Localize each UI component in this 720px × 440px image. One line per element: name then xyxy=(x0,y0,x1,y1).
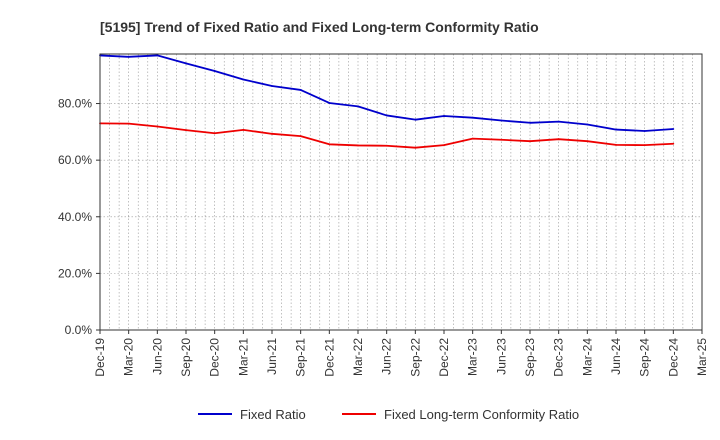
data-point xyxy=(127,55,130,58)
data-point xyxy=(385,114,388,117)
y-tick-label: 60.0% xyxy=(58,153,92,167)
data-point xyxy=(414,118,417,121)
data-point xyxy=(471,137,474,140)
x-tick-label: Mar-20 xyxy=(122,338,136,376)
x-tick-label: Sep-22 xyxy=(408,338,422,377)
x-tick-label: Jun-23 xyxy=(494,338,508,375)
data-point xyxy=(271,85,273,87)
data-point xyxy=(357,144,359,147)
data-point xyxy=(357,105,359,108)
x-tick-label: Dec-23 xyxy=(552,338,566,377)
x-tick-label: Sep-23 xyxy=(523,338,537,377)
chart-title: [5195] Trend of Fixed Ratio and Fixed Lo… xyxy=(100,19,539,35)
data-point xyxy=(500,119,503,122)
y-tick-label: 20.0% xyxy=(58,266,92,280)
grid xyxy=(100,54,702,330)
x-tick-label: Dec-22 xyxy=(437,338,451,377)
x-tick-label: Sep-21 xyxy=(294,338,308,377)
data-point xyxy=(672,142,675,145)
data-point xyxy=(156,125,159,128)
data-point xyxy=(185,62,187,65)
plot-frame xyxy=(99,53,703,331)
data-point xyxy=(471,116,474,119)
data-point xyxy=(242,128,245,131)
series-lines xyxy=(99,54,675,149)
data-point xyxy=(672,128,675,130)
x-tick-label: Mar-23 xyxy=(466,338,480,376)
data-point xyxy=(529,140,531,143)
x-tick-label: Mar-22 xyxy=(351,338,365,376)
x-tick-label: Dec-21 xyxy=(322,338,336,377)
legend-label-2: Fixed Long-term Conformity Ratio xyxy=(384,407,579,422)
y-tick-label: 40.0% xyxy=(58,210,92,224)
x-tick-label: Dec-19 xyxy=(93,338,107,377)
data-point xyxy=(271,132,273,135)
x-tick-label: Dec-20 xyxy=(208,338,222,377)
data-point xyxy=(185,129,187,132)
data-point xyxy=(443,144,445,147)
y-axis: 0.0% 20.0% 40.0% 60.0% 80.0% xyxy=(58,97,100,337)
data-point xyxy=(529,121,531,124)
legend-label-1: Fixed Ratio xyxy=(240,407,306,422)
data-point xyxy=(643,144,646,147)
x-tick-label: Jun-21 xyxy=(265,338,279,375)
data-point xyxy=(213,70,216,72)
x-tick-label: Mar-21 xyxy=(236,338,250,376)
data-point xyxy=(299,135,302,137)
data-point xyxy=(557,138,560,141)
x-axis: Dec-19 Mar-20 Jun-20 Sep-20 Dec-20 Mar-21 Jun-… xyxy=(93,330,709,377)
x-tick-label: Dec-24 xyxy=(666,338,680,377)
y-tick-label: 80.0% xyxy=(58,97,92,111)
x-tick-label: Jun-24 xyxy=(609,338,623,375)
x-tick-label: Sep-24 xyxy=(638,338,652,377)
data-point xyxy=(414,146,417,149)
y-tick-label: 0.0% xyxy=(65,323,93,337)
data-point xyxy=(328,143,331,146)
data-point xyxy=(156,54,159,57)
legend: Fixed Ratio Fixed Long-term Conformity Ra… xyxy=(198,407,579,422)
data-point xyxy=(213,132,216,135)
data-point xyxy=(557,120,560,123)
data-point xyxy=(328,102,331,104)
data-point xyxy=(443,115,445,117)
x-tick-label: Mar-24 xyxy=(580,338,594,376)
data-point xyxy=(615,143,617,146)
data-point xyxy=(299,89,302,91)
data-point xyxy=(127,122,130,125)
data-point xyxy=(586,140,589,143)
data-point xyxy=(586,123,589,126)
data-point xyxy=(615,128,617,131)
x-tick-label: Sep-20 xyxy=(179,338,193,377)
data-point xyxy=(643,130,646,132)
data-point xyxy=(242,78,245,81)
data-point xyxy=(500,138,503,141)
x-tick-label: Jun-20 xyxy=(150,338,164,375)
x-tick-label: Mar-25 xyxy=(695,338,709,376)
data-point xyxy=(385,144,388,147)
x-tick-label: Jun-22 xyxy=(380,338,394,375)
